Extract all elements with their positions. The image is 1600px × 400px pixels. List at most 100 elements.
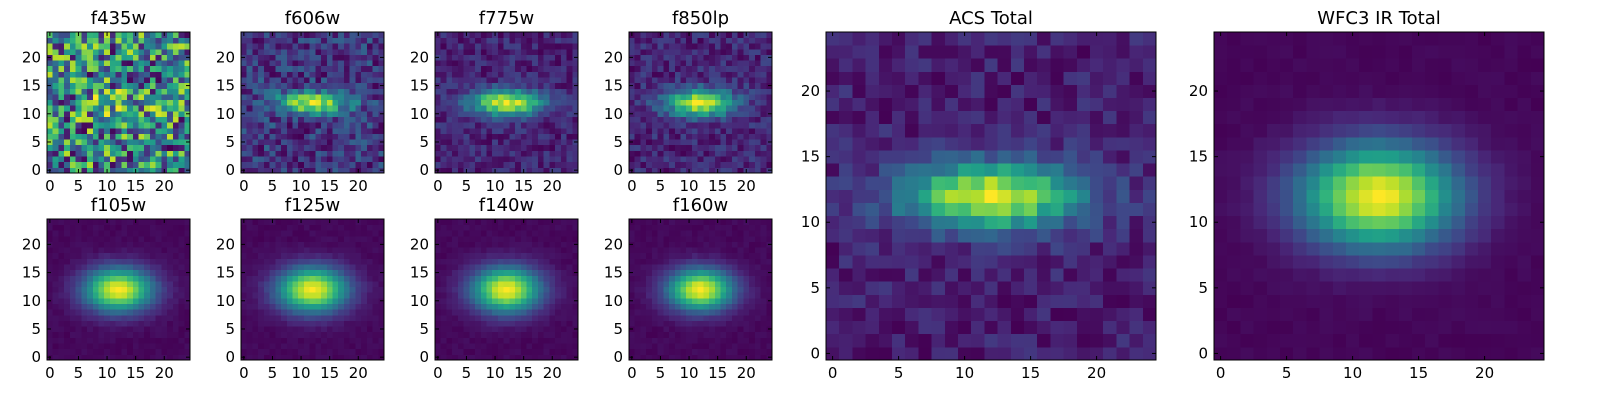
heatmap-cell <box>520 105 527 112</box>
heatmap-cell <box>115 116 122 123</box>
heatmap-cell <box>629 105 636 112</box>
heatmap-cell <box>640 309 647 316</box>
heatmap-cell <box>144 94 151 101</box>
y-tick-label: 10 <box>410 292 429 310</box>
heatmap-cell <box>275 60 282 67</box>
heatmap-cell <box>75 37 82 44</box>
heatmap-cell <box>709 37 716 44</box>
heatmap-cell <box>372 275 379 282</box>
heatmap-cell <box>52 343 59 350</box>
heatmap-cell <box>104 94 111 101</box>
heatmap-cell <box>497 77 505 84</box>
heatmap-cell <box>749 43 756 50</box>
heatmap-cell <box>651 133 658 140</box>
heatmap-cell <box>321 43 328 50</box>
heatmap-cell <box>463 314 470 321</box>
heatmap-cell <box>572 94 579 101</box>
heatmap-cell <box>149 88 157 95</box>
heatmap-cell <box>366 99 373 106</box>
heatmap-cell <box>492 144 499 151</box>
heatmap-cell <box>81 110 88 117</box>
heatmap-cell <box>115 275 122 282</box>
heatmap-cell <box>492 150 499 157</box>
heatmap-cell <box>469 94 476 101</box>
heatmap-cell <box>361 48 368 55</box>
heatmap-cell <box>515 82 522 89</box>
heatmap-cell <box>492 258 499 265</box>
heatmap-cell <box>754 37 761 44</box>
heatmap-cell <box>532 224 539 231</box>
heatmap-cell <box>497 144 505 151</box>
heatmap-cell <box>749 337 756 344</box>
heatmap-cell <box>378 156 385 163</box>
heatmap-cell <box>520 127 527 134</box>
heatmap-cell <box>703 133 710 140</box>
heatmap-cell <box>155 354 162 361</box>
heatmap-cell <box>104 127 111 134</box>
heatmap-cell <box>446 337 453 344</box>
heatmap-cell <box>281 156 288 163</box>
heatmap-cell <box>263 105 270 112</box>
heatmap-cell <box>138 144 145 151</box>
heatmap-cell <box>269 116 276 123</box>
heatmap-cell <box>121 88 128 95</box>
heatmap-cell <box>703 161 710 168</box>
heatmap-cell <box>669 71 676 78</box>
heatmap-cell <box>572 230 579 237</box>
heatmap-cell <box>52 326 59 333</box>
heatmap-cell <box>258 281 265 288</box>
heatmap-cell <box>509 275 516 282</box>
heatmap-cell <box>81 326 88 333</box>
heatmap-cell <box>309 292 316 299</box>
heatmap-cell <box>731 60 739 67</box>
heatmap-cell <box>572 314 579 321</box>
heatmap-cell <box>497 82 505 89</box>
heatmap-cell <box>366 133 373 140</box>
heatmap-cell <box>731 139 739 146</box>
heatmap-cell <box>509 32 516 39</box>
heatmap-cell <box>309 139 316 146</box>
heatmap-cell <box>526 247 533 254</box>
heatmap-cell <box>246 77 253 84</box>
heatmap-cell <box>92 167 99 174</box>
heatmap-cell <box>475 314 482 321</box>
heatmap-cell <box>75 275 82 282</box>
heatmap-cell <box>469 241 476 248</box>
heatmap-cell <box>52 32 59 39</box>
heatmap-cell <box>92 252 99 259</box>
heatmap-cell <box>714 326 721 333</box>
heatmap-cell <box>463 48 470 55</box>
heatmap-cell <box>703 167 710 174</box>
heatmap-cell <box>634 37 641 44</box>
heatmap-cell <box>646 94 653 101</box>
heatmap-cell <box>98 303 105 310</box>
heatmap-cell <box>537 354 545 361</box>
heatmap-cell <box>355 99 362 106</box>
heatmap-cell <box>446 331 453 338</box>
heatmap-cell <box>520 348 527 355</box>
heatmap-cell <box>480 224 487 231</box>
heatmap-cell <box>543 65 550 72</box>
y-tick-label: 5 <box>225 320 235 338</box>
heatmap-cell <box>766 150 773 157</box>
heatmap-cell <box>629 150 636 157</box>
heatmap-cell <box>127 167 134 174</box>
heatmap-cell <box>651 65 658 72</box>
heatmap-cell <box>338 320 345 327</box>
heatmap-cell <box>281 331 288 338</box>
heatmap-cell <box>286 110 293 117</box>
heatmap-cell <box>132 241 139 248</box>
heatmap-cell <box>469 219 476 226</box>
heatmap-cell <box>275 281 282 288</box>
x-tick-label: 5 <box>268 177 278 195</box>
heatmap-cell <box>87 105 94 112</box>
heatmap-cell <box>555 43 562 50</box>
heatmap-cell <box>686 60 693 67</box>
heatmap-cell <box>657 326 664 333</box>
heatmap-cell <box>532 65 539 72</box>
heatmap-cell <box>132 60 139 67</box>
heatmap-cell <box>640 286 647 293</box>
heatmap-cell <box>263 156 270 163</box>
heatmap-cell <box>651 269 658 276</box>
